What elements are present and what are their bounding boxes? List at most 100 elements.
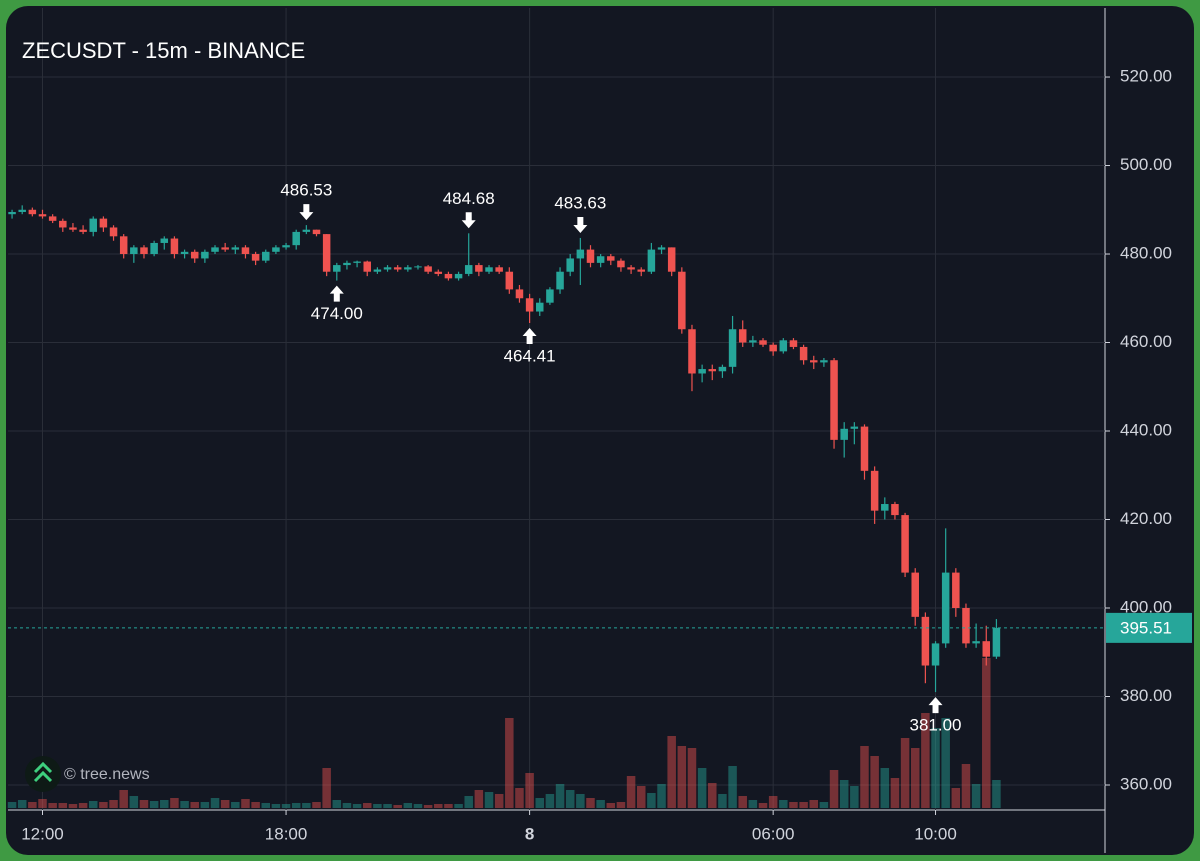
candle-body xyxy=(647,249,656,272)
volume-bar xyxy=(657,784,666,808)
volume-bar xyxy=(332,800,342,808)
last-price-label: 395.51 xyxy=(1120,618,1172,637)
annotation-arrow xyxy=(461,212,476,229)
candle-body xyxy=(657,247,666,250)
candle-body xyxy=(546,289,554,303)
candle-body xyxy=(992,627,1001,657)
chart-background xyxy=(6,6,1194,855)
candle-body xyxy=(627,267,635,270)
candle-body xyxy=(160,238,169,243)
candle-body xyxy=(962,608,970,644)
volume-bar xyxy=(758,803,768,808)
volume-bar xyxy=(28,802,37,808)
volume-bar xyxy=(951,788,961,808)
candle-body xyxy=(485,267,493,272)
chart-title: ZECUSDT - 15m - BINANCE xyxy=(22,38,305,63)
candle-body xyxy=(870,470,879,511)
volume-bar xyxy=(982,658,991,808)
candle-body xyxy=(738,329,747,343)
annotation-label: 464.41 xyxy=(504,346,556,365)
volume-bar xyxy=(423,805,433,808)
y-tick-label: 360.00 xyxy=(1120,774,1172,793)
candle-body xyxy=(201,251,209,259)
candle-body xyxy=(749,340,757,343)
volume-bar xyxy=(515,788,524,808)
candle-body xyxy=(343,262,351,266)
candle-body xyxy=(170,238,179,255)
volume-bar xyxy=(413,804,423,808)
annotation-label: 486.53 xyxy=(280,181,332,200)
annotation-label: 484.68 xyxy=(443,189,495,208)
volume-bar xyxy=(291,803,301,808)
candle-body xyxy=(89,218,97,232)
candle-body xyxy=(759,340,767,345)
volume-bar xyxy=(119,790,128,808)
candle-body xyxy=(109,227,118,237)
volume-bar xyxy=(961,764,971,808)
volume-bar xyxy=(819,802,829,808)
volume-bar xyxy=(860,746,869,808)
candle-body xyxy=(383,267,392,270)
candle-body xyxy=(830,360,838,440)
candle-body xyxy=(434,271,443,274)
volume-bar xyxy=(68,804,78,808)
annotation-arrow xyxy=(299,204,314,221)
watermark-icon-arrows xyxy=(33,761,53,783)
candle-body xyxy=(678,271,686,330)
candle-body xyxy=(810,360,818,363)
volume-bar xyxy=(99,802,108,808)
volume-bar xyxy=(606,803,616,808)
volume-layer xyxy=(7,658,1001,808)
candle-body xyxy=(454,273,463,279)
watermark: © tree.news xyxy=(64,766,150,783)
y-tick-label: 400.00 xyxy=(1120,597,1172,616)
y-tick-label: 460.00 xyxy=(1120,332,1172,351)
volume-bar xyxy=(241,799,250,808)
candle-body xyxy=(698,369,706,374)
volume-bar xyxy=(728,766,737,808)
candle-body xyxy=(850,426,859,429)
candle-body xyxy=(69,227,77,230)
volume-bar xyxy=(352,804,362,808)
overlay-layer xyxy=(8,204,1192,714)
candle-body xyxy=(789,340,798,347)
candle-body xyxy=(576,249,585,259)
volume-bar xyxy=(839,780,849,808)
volume-bar xyxy=(667,736,676,808)
volume-bar xyxy=(880,768,890,808)
volume-bar xyxy=(789,802,798,808)
candle-body xyxy=(190,251,199,259)
volume-bar xyxy=(38,799,47,808)
x-tick-label: 06:00 xyxy=(752,824,795,843)
annotation-arrow xyxy=(928,697,943,714)
y-tick-label: 520.00 xyxy=(1120,67,1172,86)
candle-body xyxy=(779,340,788,352)
candle-body xyxy=(8,211,16,215)
volume-bar xyxy=(160,800,169,808)
volume-bar xyxy=(373,804,382,808)
volume-bar xyxy=(129,796,139,808)
candle-body xyxy=(282,245,290,248)
volume-bar xyxy=(708,783,717,808)
volume-bar xyxy=(403,803,413,808)
candle-body xyxy=(130,247,138,255)
volume-bar xyxy=(941,718,950,808)
candle-body xyxy=(586,249,595,263)
volume-bar xyxy=(586,798,595,808)
volume-bar xyxy=(576,794,585,808)
volume-bar xyxy=(931,728,940,808)
annotation-label: 474.00 xyxy=(311,304,363,323)
volume-bar xyxy=(48,803,57,808)
candle-body xyxy=(525,298,534,312)
candle-body xyxy=(556,271,564,290)
candle-body xyxy=(79,229,87,232)
volume-bar xyxy=(525,773,534,808)
candle-body xyxy=(302,229,311,232)
volume-bar xyxy=(88,801,98,808)
volume-bar xyxy=(799,802,808,808)
volume-bar xyxy=(870,756,879,808)
candle-body xyxy=(444,273,453,279)
volume-bar xyxy=(535,798,545,808)
volume-bar xyxy=(342,803,352,808)
